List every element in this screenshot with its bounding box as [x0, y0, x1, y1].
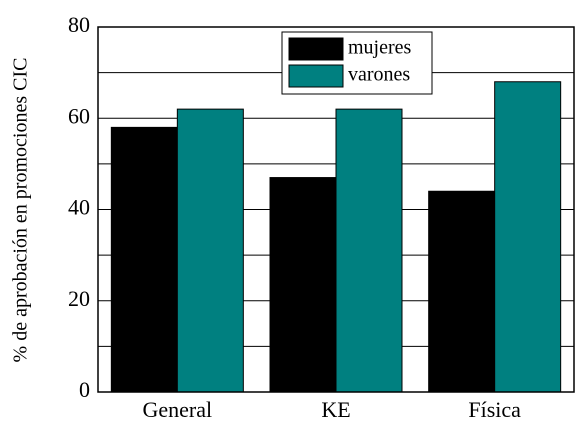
y-tick-label: 60 [68, 103, 90, 128]
plot-frame [97, 26, 575, 393]
x-tick-label: Física [468, 397, 521, 421]
x-tick-label: KE [321, 397, 350, 421]
legend-swatch [288, 37, 344, 61]
y-axis-label: % de aprobación en promociones CIC [10, 58, 32, 363]
legend-label: mujeres [348, 37, 412, 59]
x-tick-label: General [143, 397, 213, 421]
legend-swatch [288, 64, 344, 88]
y-tick-label: 80 [68, 12, 90, 37]
y-tick-label: 20 [68, 286, 90, 311]
bar [428, 190, 496, 393]
y-tick-label: 0 [79, 377, 90, 402]
bar [335, 108, 403, 393]
bar [494, 81, 562, 393]
bar [110, 126, 178, 393]
bar [176, 108, 244, 393]
y-tick-label: 40 [68, 195, 90, 220]
bar [269, 177, 337, 393]
legend-label: varones [348, 64, 410, 86]
